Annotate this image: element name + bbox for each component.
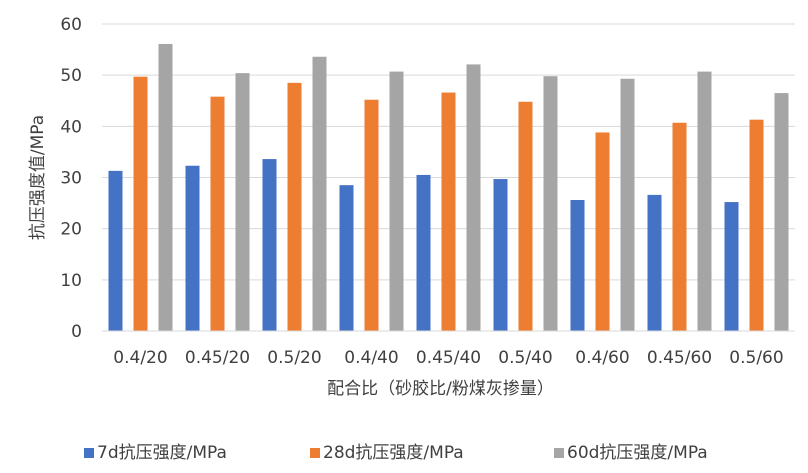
bar-1-3 (262, 159, 277, 331)
bar-3-2 (235, 73, 250, 332)
bar-2-6 (518, 101, 533, 331)
bar-2-7 (595, 132, 610, 331)
legend: 7d抗压强度/MPa 28d抗压强度/MPa 60d抗压强度/MPa (84, 443, 708, 463)
x-tick-label: 0.4/40 (344, 348, 398, 368)
bar-3-6 (543, 76, 558, 331)
x-tick-label: 0.45/60 (647, 348, 712, 368)
legend-swatch-1 (84, 448, 94, 458)
bar-1-5 (416, 174, 431, 331)
legend-label-3: 60d抗压强度/MPa (567, 443, 708, 463)
x-tick-label: 0.5/20 (267, 348, 321, 368)
legend-swatch-2 (310, 448, 320, 458)
bars (108, 43, 789, 332)
bar-2-1 (133, 76, 148, 332)
legend-swatch-3 (554, 448, 564, 458)
bar-1-4 (339, 185, 354, 331)
bar-3-8 (697, 71, 712, 332)
x-tick-label: 0.4/60 (575, 348, 629, 368)
bar-1-1 (108, 170, 123, 331)
x-tick-label: 0.4/20 (113, 348, 167, 368)
y-tick-label: 60 (60, 15, 82, 35)
bar-3-1 (158, 43, 173, 332)
bar-2-4 (364, 99, 379, 331)
bar-2-2 (210, 96, 225, 331)
bar-3-7 (620, 78, 635, 331)
y-tick-label: 30 (60, 169, 82, 189)
bar-1-8 (647, 194, 662, 331)
bar-1-6 (493, 179, 508, 331)
y-tick-label: 0 (71, 322, 82, 342)
y-tick-label: 20 (60, 220, 82, 240)
x-tick-label: 0.45/40 (416, 348, 481, 368)
x-tick-label: 0.45/20 (185, 348, 250, 368)
x-axis-ticks: 0.4/20 0.45/20 0.5/20 0.4/40 0.45/40 0.5/40 0.… (113, 348, 783, 368)
bar-2-5 (441, 92, 456, 332)
legend-label-1: 7d抗压强度/MPa (97, 443, 227, 463)
bar-1-7 (570, 200, 585, 331)
bar-2-8 (672, 122, 687, 331)
y-axis-ticks: 0 10 20 30 40 50 60 (60, 15, 82, 342)
y-tick-label: 50 (60, 66, 82, 86)
bar-1-2 (185, 165, 200, 331)
bar-1-9 (724, 202, 739, 331)
x-axis-title: 配合比（砂胶比/粉煤灰掺量） (327, 379, 554, 399)
y-tick-label: 10 (60, 271, 82, 291)
bar-3-3 (312, 56, 327, 331)
x-tick-label: 0.5/60 (729, 348, 783, 368)
bar-3-5 (466, 64, 481, 332)
legend-label-2: 28d抗压强度/MPa (323, 443, 464, 463)
y-tick-label: 40 (60, 117, 82, 137)
bar-3-9 (774, 93, 789, 331)
bar-2-3 (287, 82, 302, 331)
bar-3-4 (389, 71, 404, 332)
bar-2-9 (749, 119, 764, 331)
x-tick-label: 0.5/40 (498, 348, 552, 368)
y-axis-title: 抗压强度值/MPa (28, 115, 48, 240)
